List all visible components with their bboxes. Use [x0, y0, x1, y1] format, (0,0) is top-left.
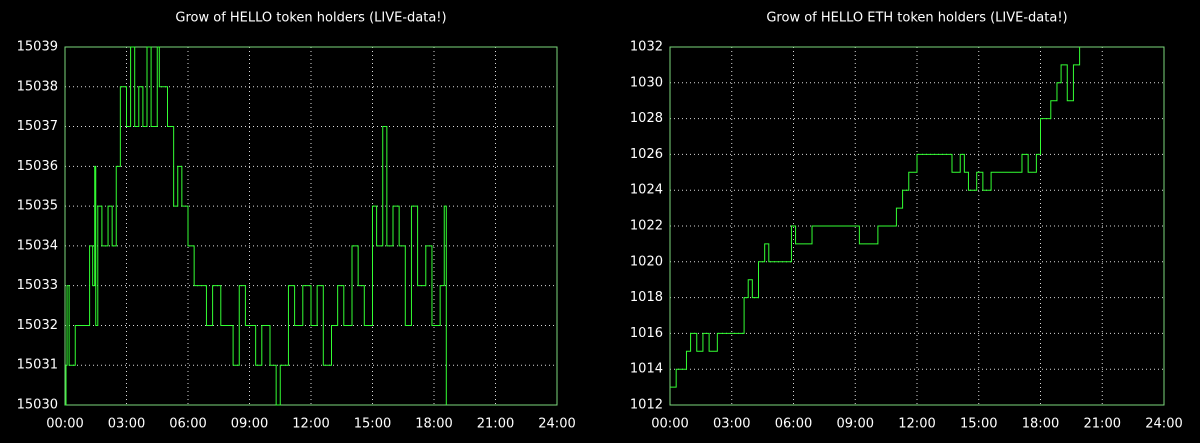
data-line: [670, 47, 1081, 388]
y-tick-label: 15030: [17, 398, 58, 413]
chart-title: Grow of HELLO ETH token holders (LIVE-da…: [766, 11, 1067, 26]
x-tick-label: 03:00: [713, 417, 750, 432]
y-tick-label: 1032: [630, 40, 663, 55]
y-tick-label: 1016: [630, 326, 663, 341]
y-tick-label: 1022: [630, 219, 663, 234]
x-tick-label: 15:00: [960, 417, 997, 432]
x-tick-label: 06:00: [775, 417, 812, 432]
x-tick-label: 09:00: [231, 417, 268, 432]
x-tick-label: 06:00: [169, 417, 206, 432]
y-tick-label: 1030: [630, 75, 663, 90]
y-tick-label: 1012: [630, 398, 663, 413]
x-tick-label: 00:00: [651, 417, 688, 432]
x-tick-label: 21:00: [477, 417, 514, 432]
x-tick-label: 09:00: [837, 417, 874, 432]
data-line: [65, 46, 447, 406]
y-tick-label: 1026: [630, 147, 663, 162]
y-tick-label: 15035: [17, 199, 58, 214]
y-tick-label: 1018: [630, 290, 663, 305]
plot-frame: [64, 46, 558, 406]
y-tick-label: 15032: [17, 318, 58, 333]
x-tick-label: 18:00: [415, 417, 452, 432]
x-tick-label: 18:00: [1022, 417, 1059, 432]
y-tick-label: 15031: [17, 358, 58, 373]
y-tick-label: 15033: [17, 278, 58, 293]
x-tick-label: 24:00: [1145, 417, 1182, 432]
x-tick-label: 12:00: [898, 417, 935, 432]
y-tick-label: 15036: [17, 159, 58, 174]
y-tick-label: 15037: [17, 119, 58, 134]
x-tick-label: 24:00: [538, 417, 575, 432]
x-tick-label: 03:00: [108, 417, 145, 432]
y-tick-label: 1014: [630, 362, 663, 377]
x-tick-label: 21:00: [1084, 417, 1121, 432]
x-tick-label: 00:00: [46, 417, 83, 432]
y-tick-label: 15039: [17, 40, 58, 55]
y-tick-label: 1028: [630, 111, 663, 126]
y-tick-label: 15038: [17, 79, 58, 94]
y-tick-label: 1020: [630, 254, 663, 269]
y-tick-label: 1024: [630, 183, 663, 198]
chart-title: Grow of HELLO token holders (LIVE-data!): [175, 11, 446, 26]
x-tick-label: 12:00: [292, 417, 329, 432]
y-tick-label: 15034: [17, 238, 58, 253]
plot-frame: [669, 46, 1165, 406]
x-tick-label: 15:00: [354, 417, 391, 432]
